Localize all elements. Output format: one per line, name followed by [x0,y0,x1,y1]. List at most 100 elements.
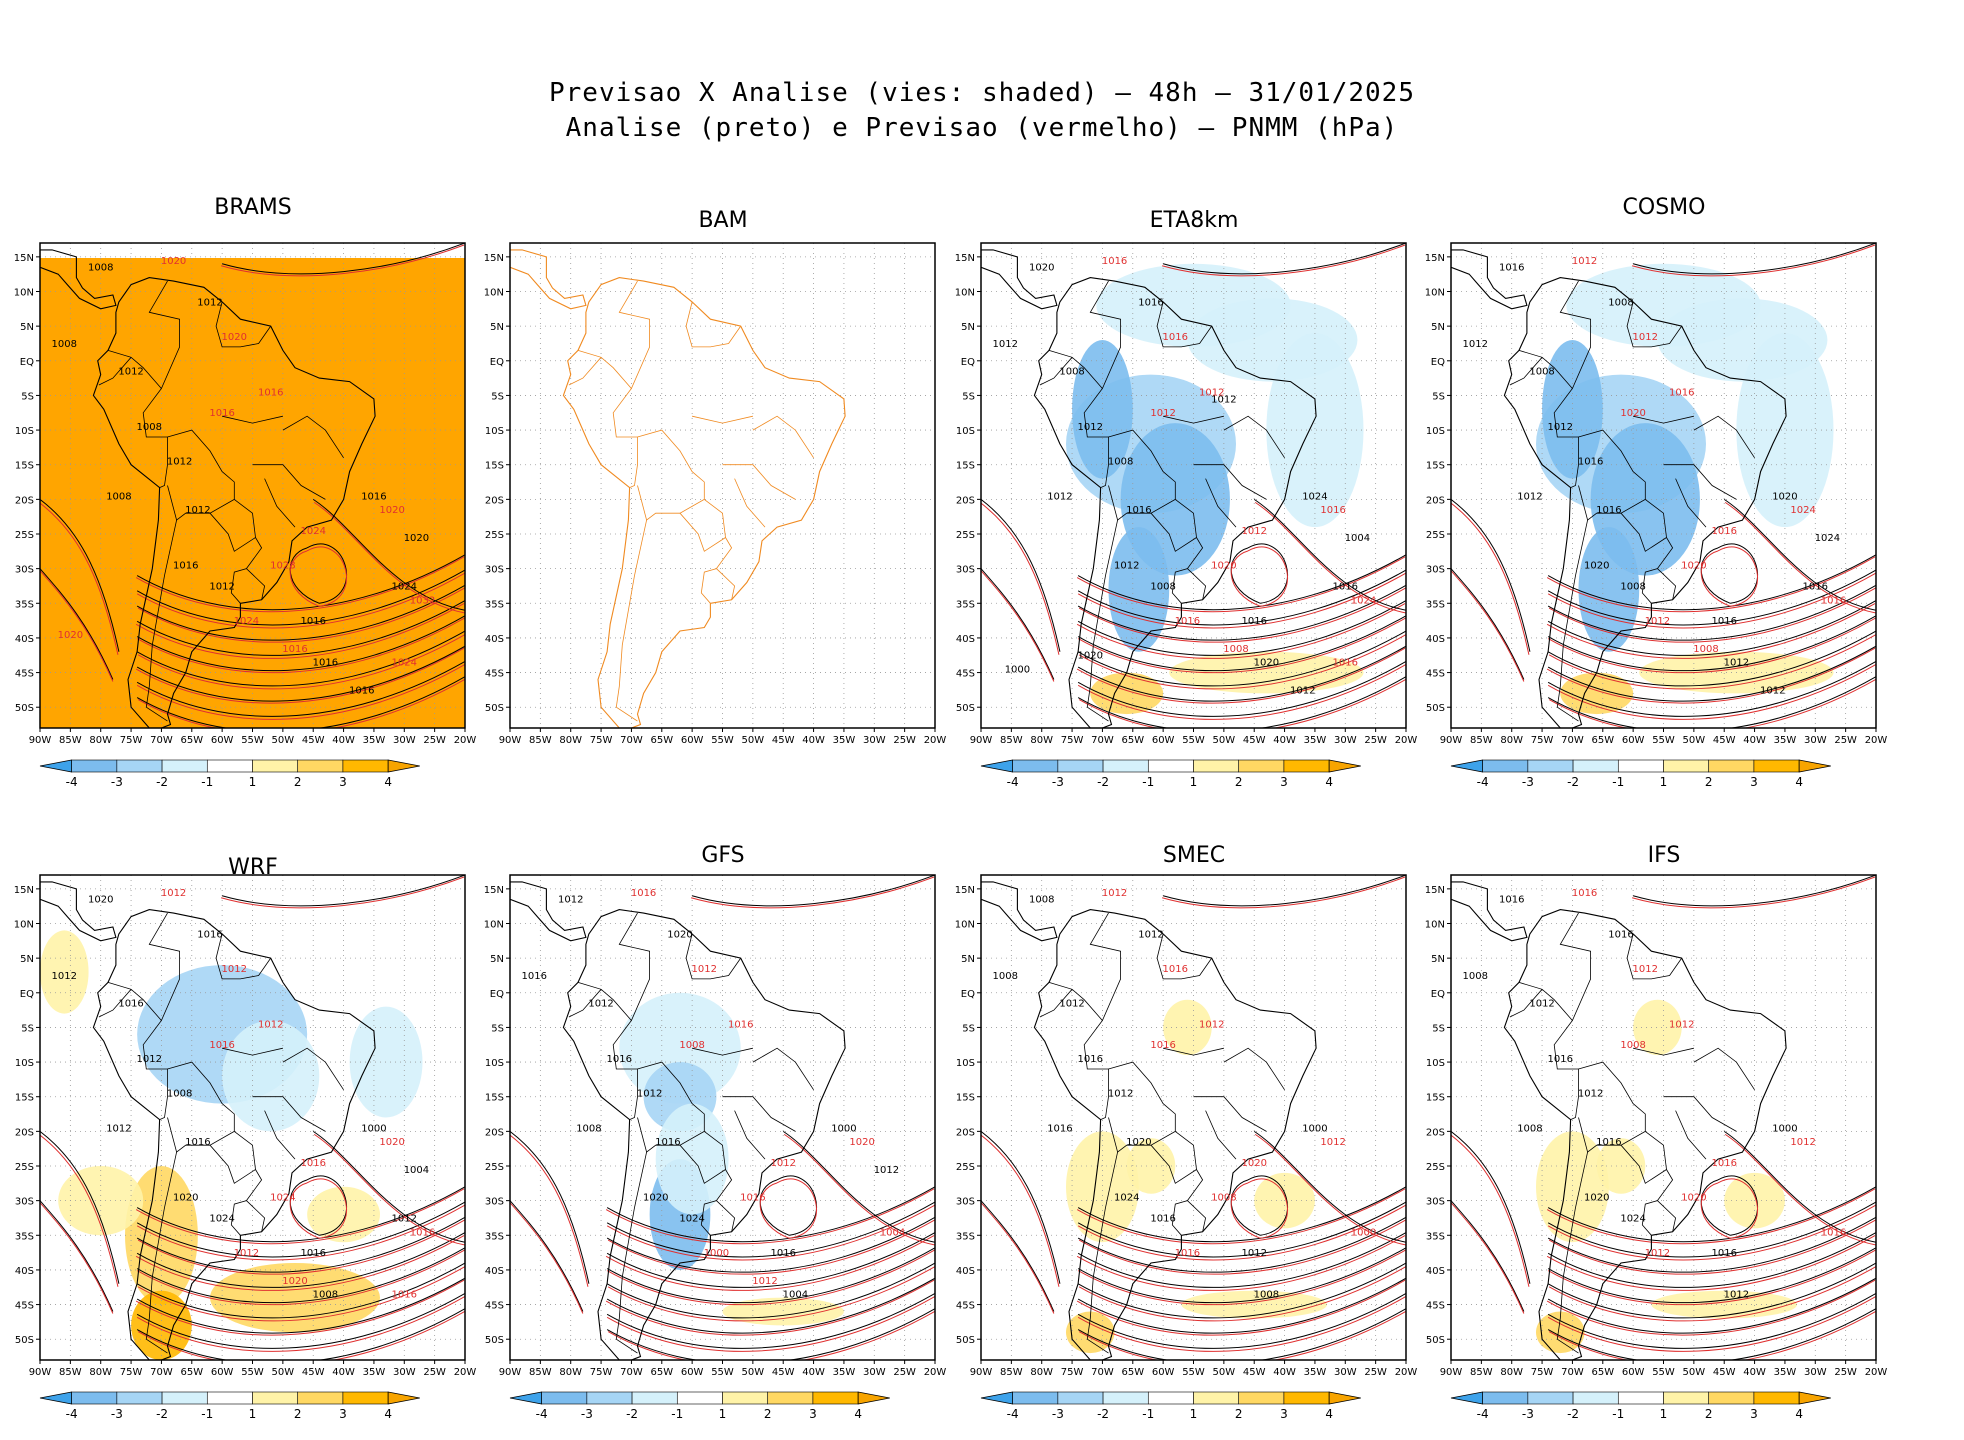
lat-tick-label: 20S [15,495,34,506]
colorbar-label: -3 [1052,775,1064,789]
map-panel-brams: 1008 1012 1008 1012 1008 1012 1008 1012 1016 1012… [14,242,476,789]
panel-title-cosmo: COSMO [1622,195,1706,220]
isobar-analysis [981,1200,1055,1312]
colorbar-segment [1617,1391,1664,1405]
contour-label-forecast: 1016 [1821,1227,1846,1238]
lon-tick-label: 60W [1622,1367,1645,1378]
contour-label-analysis: 1012 [1724,1290,1749,1301]
bias-blob-8 [1560,672,1634,715]
map-panel-cosmo: 1016 1008 1012 1008 1012 1016 1012 1016 1020 1008… [1425,242,1888,789]
isobar-analysis [1547,1308,1876,1360]
colorbar-arrow-right [1328,759,1361,773]
colorbar-segment [1238,1391,1285,1405]
lat-tick-label: 50S [15,1335,34,1346]
lat-tick-label: 45S [956,1301,975,1312]
country-border [679,499,726,552]
isobar-forecast [691,876,935,909]
lat-tick-label: 15N [955,253,975,264]
contour-label-forecast: 1012 [1572,256,1597,267]
figure-title-line1: Previsao X Analise (vies: shaded) – 48h … [549,78,1415,108]
lat-tick-label: 40S [956,1266,975,1277]
colorbar-arrow-left [1450,1391,1484,1405]
lon-tick-label: 70W [1091,735,1114,746]
colorbar-label: -1 [671,1407,683,1421]
isobar-analysis [40,1130,120,1284]
lon-tick-label: 60W [1622,735,1645,746]
lat-tick-label: 15S [1426,1093,1445,1104]
lon-tick-label: 65W [1591,1367,1614,1378]
contour-label-analysis: 1008 [1108,457,1133,468]
lat-tick-label: 5S [962,1023,975,1034]
lon-tick-label: 45W [1243,1367,1266,1378]
contour-label-analysis: 1008 [88,263,113,274]
country-border [1086,1152,1118,1354]
country-border [1205,478,1237,528]
colorbar-label: 2 [1235,775,1243,789]
bias-blob-5 [1536,1311,1585,1354]
colorbar-label: 4 [384,775,392,789]
lon-tick-label: 60W [1152,735,1175,746]
colorbar-label: -1 [1612,1407,1624,1421]
contour-label-analysis: 1000 [1005,665,1030,676]
lat-tick-label: 50S [485,703,504,714]
isobar-analysis [981,568,1055,680]
colorbar-segment [1147,1391,1194,1405]
colorbar-segment [1663,759,1710,773]
coastline [1503,277,1787,728]
contour-label-forecast: 1012 [1102,888,1127,899]
lat-tick-label: 5N [1431,322,1445,333]
isobar-analysis [136,1247,465,1304]
contour-label-analysis: 1000 [361,1123,386,1134]
lat-tick-label: 25S [1426,530,1445,541]
contour-label-analysis: 1016 [1150,1213,1175,1224]
isobar-analysis [510,1130,590,1284]
isobar-analysis [1547,600,1876,656]
country-border [1663,464,1737,500]
contour-label-forecast: 1012 [1633,964,1658,975]
isobar-analysis [510,1200,584,1312]
colorbar-label: -3 [581,1407,593,1421]
colorbar-label: 1 [1190,775,1198,789]
isobar-forecast [1547,617,1876,674]
isobar-analysis [1451,1200,1525,1312]
lon-tick-label: 40W [332,1367,355,1378]
contour-label-analysis: 1016 [1241,616,1266,627]
contour-label-forecast: 1012 [222,964,247,975]
lon-tick-label: 20W [1865,735,1888,746]
lon-tick-label: 60W [211,735,234,746]
isobar-analysis [312,498,465,611]
contour-label-forecast: 1016 [1711,1158,1736,1169]
panel-title-wrf: WRF [228,855,278,880]
colorbar-arrow-right [857,1391,890,1405]
lat-tick-label: 30S [15,565,34,576]
isobar-forecast [1548,678,1876,728]
lat-tick-label: 35S [15,1231,34,1242]
isobar-analysis [222,875,465,907]
contour-label-analysis: 1008 [576,1123,601,1134]
contour-label-forecast: 1012 [692,964,717,975]
colorbar-segment [1708,759,1755,773]
contour-label-analysis: 1024 [1114,1193,1139,1204]
colorbar-segment [1102,1391,1149,1405]
country-border [716,1200,736,1232]
contour-label-forecast: 1016 [1150,1040,1175,1051]
isobar-forecast [605,1188,935,1245]
colorbar-label: 3 [809,1407,817,1421]
contour-label-forecast: 1020 [849,1137,874,1148]
country-border [1150,1131,1197,1184]
isobar-forecast [607,1265,935,1322]
isobar-forecast [1632,244,1876,277]
contour-label-forecast: 1012 [161,888,186,899]
colorbar-segment [297,1391,344,1405]
contour-label-forecast: 1020 [161,256,186,267]
lat-tick-label: 10N [484,288,504,299]
colorbar: -4 -3 -2 -1 1 2 3 4 [1450,1391,1831,1421]
contour-label-forecast: 1032 [410,595,435,606]
isobar-forecast [1230,546,1288,607]
lat-tick-label: 5N [490,954,504,965]
lon-tick-label: 90W [1440,1367,1463,1378]
country-border [246,568,266,600]
contour-label-analysis: 1012 [1059,999,1084,1010]
colorbar-label: -1 [201,775,213,789]
lon-tick-label: 90W [970,735,993,746]
